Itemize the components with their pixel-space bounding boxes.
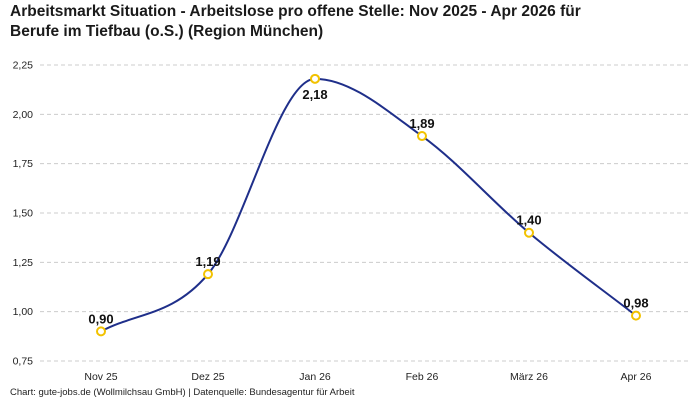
data-labels: 0,90 1,19 2,18 1,89 1,40 0,98 [88,87,648,327]
x-tick-label: Apr 26 [621,371,652,383]
y-tick-label: 1,25 [13,257,34,269]
x-tick-label: Dez 25 [191,371,224,383]
y-axis-tick-labels: 0,75 1,00 1,25 1,50 1,75 2,00 2,25 [13,60,34,368]
source-note: Chart: gute-jobs.de (Wollmilchsau GmbH) … [10,387,355,398]
data-point [417,131,427,142]
chart-title-line-1: Arbeitsmarkt Situation - Arbeitslose pro… [10,3,581,20]
data-point [310,73,320,84]
series-line [100,77,637,333]
x-tick-label: Jan 26 [299,371,331,383]
data-label: 1,89 [409,116,434,131]
chart-title: Arbeitsmarkt Situation - Arbeitslose pro… [10,2,690,42]
data-label: 2,18 [302,87,327,102]
data-label: 0,90 [88,311,113,326]
grid-lines [40,64,690,362]
data-point [96,326,106,337]
y-tick-label: 0,75 [13,356,34,368]
y-tick-label: 2,00 [13,109,34,121]
x-tick-label: Nov 25 [84,371,117,383]
data-label: 1,19 [195,254,220,269]
y-tick-label: 1,75 [13,158,34,170]
y-tick-label: 1,00 [13,306,34,318]
x-tick-label: Feb 26 [406,371,439,383]
data-label: 0,98 [623,296,648,311]
y-tick-label: 2,25 [13,60,34,72]
data-markers [96,73,641,337]
data-point [631,310,641,321]
data-point [203,269,213,280]
data-label: 1,40 [516,213,541,228]
data-point [524,227,534,238]
y-tick-label: 1,50 [13,208,34,220]
chart-title-line-2: Berufe im Tiefbau (o.S.) (Region München… [10,23,324,40]
x-axis-tick-labels: Nov 25 Dez 25 Jan 26 Feb 26 März 26 Apr 26 [84,371,651,383]
x-tick-label: März 26 [510,371,548,383]
